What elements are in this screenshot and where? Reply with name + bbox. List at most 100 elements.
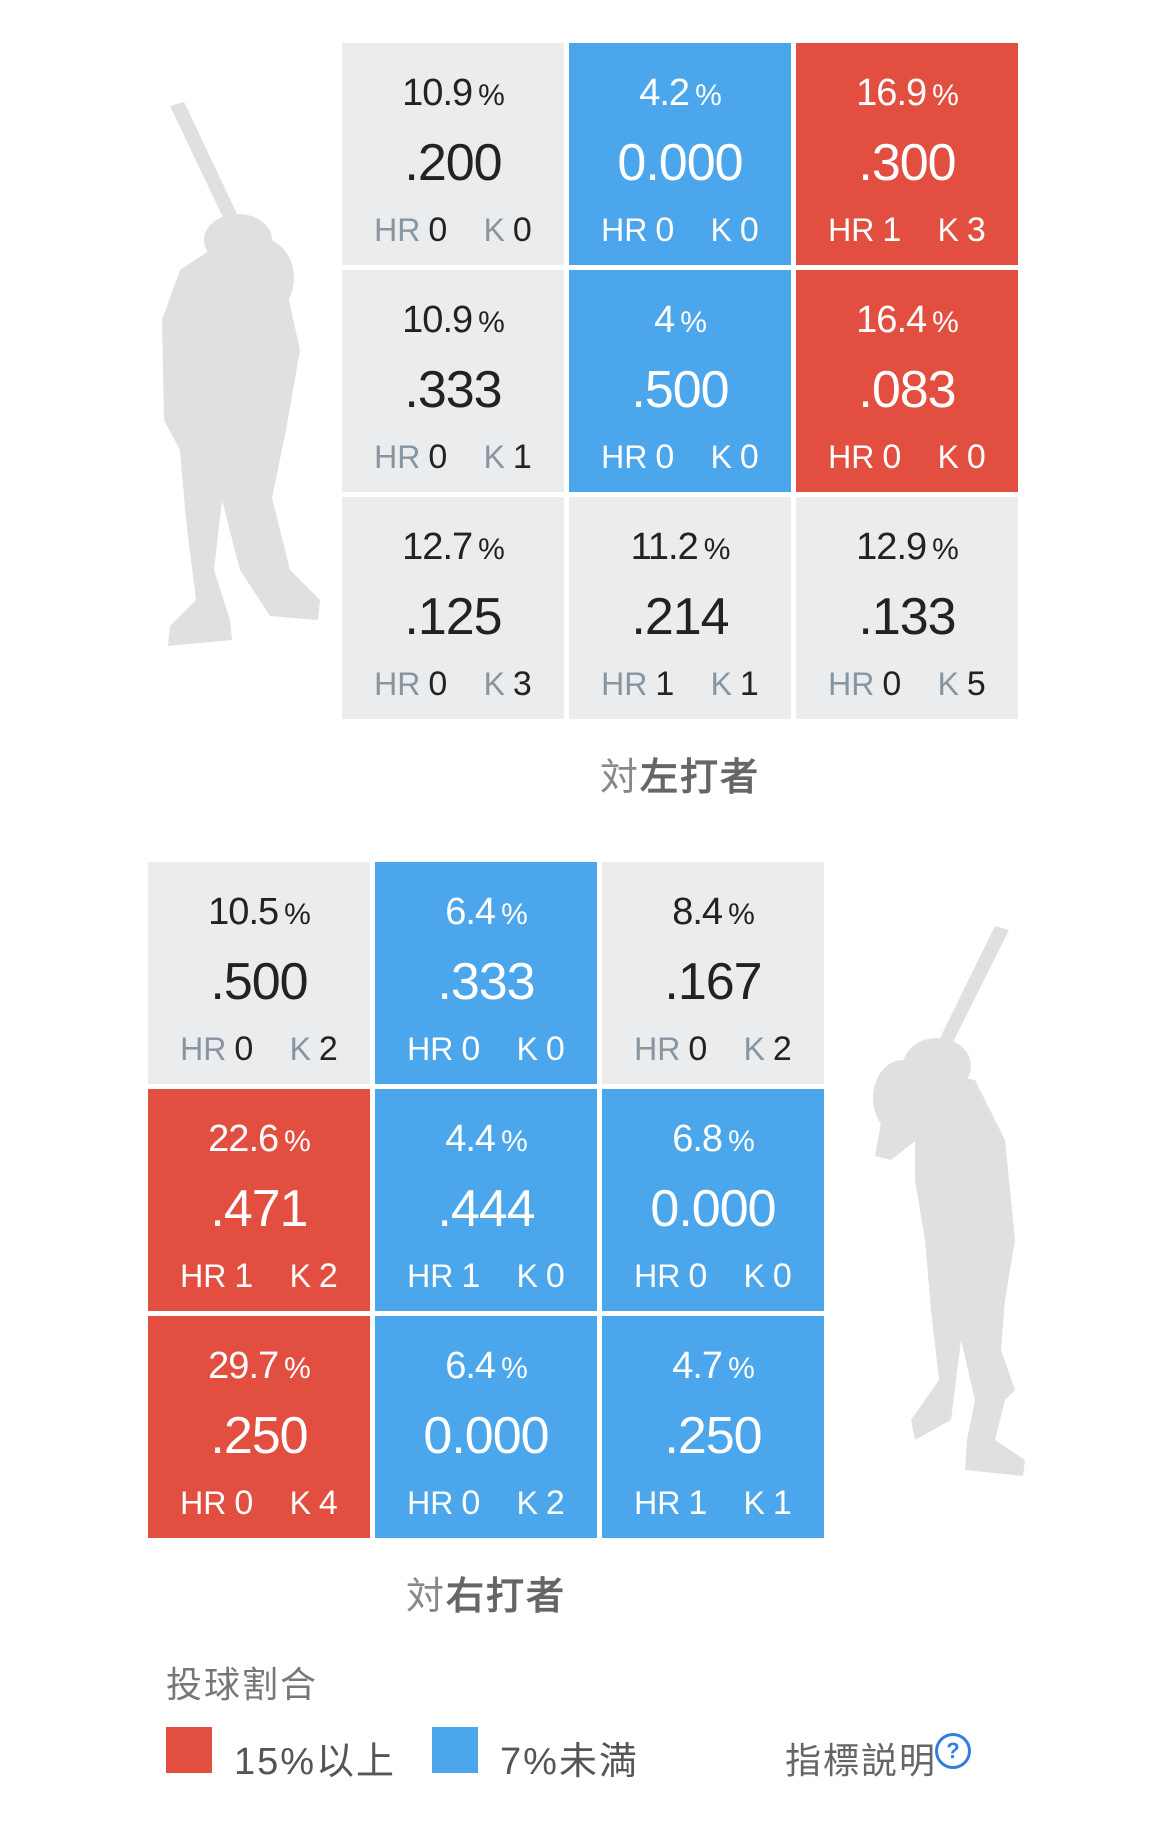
right-batter-zone-grid: 10.5% .500 HR 0 K 2 6.4% .333 HR 0 K 0 8.4% .167 HR 0 K 2… bbox=[148, 862, 824, 1538]
zone-stats: HR 0 K 2 bbox=[148, 1030, 370, 1068]
home-run-stat: HR 0 bbox=[374, 438, 448, 476]
home-run-stat: HR 0 bbox=[601, 438, 675, 476]
pitch-ratio: 6.4% bbox=[445, 1345, 528, 1387]
left-batter-caption: 対左打者 bbox=[600, 757, 761, 799]
zone-stats: HR 0 K 3 bbox=[342, 665, 564, 703]
home-run-stat: HR 1 bbox=[601, 665, 675, 703]
zone-cell: 16.4% .083 HR 0 K 0 bbox=[796, 270, 1018, 492]
zone-cell: 4.7% .250 HR 1 K 1 bbox=[602, 1316, 824, 1538]
zone-cell: 10.9% .333 HR 0 K 1 bbox=[342, 270, 564, 492]
pitch-ratio: 4.7% bbox=[672, 1345, 755, 1387]
home-run-stat: HR 0 bbox=[634, 1257, 708, 1295]
pitch-ratio: 4.2% bbox=[639, 72, 722, 114]
zone-cell: 6.4% .333 HR 0 K 0 bbox=[375, 862, 597, 1084]
pitch-ratio: 10.9% bbox=[402, 72, 505, 114]
zone-cell: 10.9% .200 HR 0 K 0 bbox=[342, 43, 564, 265]
home-run-stat: HR 0 bbox=[634, 1030, 708, 1068]
pitch-ratio: 12.9% bbox=[856, 526, 959, 568]
zone-cell: 11.2% .214 HR 1 K 1 bbox=[569, 497, 791, 719]
pitch-ratio: 16.4% bbox=[856, 299, 959, 341]
zone-stats: HR 1 K 1 bbox=[569, 665, 791, 703]
zone-stats: HR 0 K 0 bbox=[342, 211, 564, 249]
legend-low-label: 7%未満 bbox=[500, 1741, 639, 1783]
zone-stats: HR 1 K 0 bbox=[375, 1257, 597, 1295]
batting-average: .167 bbox=[664, 953, 762, 1011]
zone-stats: HR 0 K 2 bbox=[375, 1484, 597, 1522]
batting-average: .500 bbox=[631, 361, 729, 419]
home-run-stat: HR 0 bbox=[180, 1484, 254, 1522]
zone-cell: 4.2% 0.000 HR 0 K 0 bbox=[569, 43, 791, 265]
pitch-ratio: 6.8% bbox=[672, 1118, 755, 1160]
left-batter-silhouette-icon bbox=[162, 102, 320, 646]
pitch-ratio: 29.7% bbox=[208, 1345, 311, 1387]
pitch-ratio: 6.4% bbox=[445, 891, 528, 933]
legend-high-label: 15%以上 bbox=[234, 1741, 397, 1783]
home-run-stat: HR 0 bbox=[828, 665, 902, 703]
question-circle-icon[interactable]: ? bbox=[935, 1733, 971, 1769]
right-batter-silhouette-icon bbox=[873, 926, 1025, 1476]
legend-high-swatch bbox=[166, 1727, 212, 1773]
home-run-stat: HR 0 bbox=[407, 1484, 481, 1522]
batting-average: .125 bbox=[404, 588, 502, 646]
zone-stats: HR 0 K 2 bbox=[602, 1030, 824, 1068]
zone-cell: 8.4% .167 HR 0 K 2 bbox=[602, 862, 824, 1084]
batting-average: .500 bbox=[210, 953, 308, 1011]
home-run-stat: HR 0 bbox=[601, 211, 675, 249]
batting-average: .333 bbox=[437, 953, 535, 1011]
zone-stats: HR 1 K 3 bbox=[796, 211, 1018, 249]
home-run-stat: HR 0 bbox=[828, 438, 902, 476]
batting-average: .333 bbox=[404, 361, 502, 419]
zone-cell: 12.7% .125 HR 0 K 3 bbox=[342, 497, 564, 719]
zone-stats: HR 0 K 0 bbox=[375, 1030, 597, 1068]
zone-stats: HR 0 K 1 bbox=[342, 438, 564, 476]
batting-average: .250 bbox=[664, 1407, 762, 1465]
zone-cell: 29.7% .250 HR 0 K 4 bbox=[148, 1316, 370, 1538]
zone-stats: HR 0 K 0 bbox=[796, 438, 1018, 476]
batting-average: .471 bbox=[210, 1180, 308, 1238]
batting-average: 0.000 bbox=[423, 1407, 549, 1465]
home-run-stat: HR 1 bbox=[634, 1484, 708, 1522]
legend-title: 投球割合 bbox=[166, 1664, 319, 1705]
zone-stats: HR 1 K 2 bbox=[148, 1257, 370, 1295]
home-run-stat: HR 0 bbox=[407, 1030, 481, 1068]
pitch-ratio: 11.2% bbox=[630, 526, 731, 568]
batting-average: 0.000 bbox=[617, 134, 743, 192]
batting-average: .444 bbox=[437, 1180, 535, 1238]
zone-stats: HR 0 K 0 bbox=[569, 438, 791, 476]
home-run-stat: HR 1 bbox=[180, 1257, 254, 1295]
zone-stats: HR 0 K 5 bbox=[796, 665, 1018, 703]
pitch-ratio: 16.9% bbox=[856, 72, 959, 114]
zone-stats: HR 1 K 1 bbox=[602, 1484, 824, 1522]
home-run-stat: HR 1 bbox=[828, 211, 902, 249]
batting-average: .214 bbox=[631, 588, 729, 646]
pitch-ratio: 10.5% bbox=[208, 891, 311, 933]
batting-average: .300 bbox=[858, 134, 956, 192]
zone-cell: 12.9% .133 HR 0 K 5 bbox=[796, 497, 1018, 719]
home-run-stat: HR 0 bbox=[374, 665, 448, 703]
pitch-ratio: 8.4% bbox=[672, 891, 755, 933]
batting-average: 0.000 bbox=[650, 1180, 776, 1238]
metric-explanation-link[interactable]: 指標説明 bbox=[785, 1740, 938, 1781]
pitch-ratio: 10.9% bbox=[402, 299, 505, 341]
batting-average: .250 bbox=[210, 1407, 308, 1465]
batting-average: .200 bbox=[404, 134, 502, 192]
zone-cell: 16.9% .300 HR 1 K 3 bbox=[796, 43, 1018, 265]
zone-stats: HR 0 K 0 bbox=[602, 1257, 824, 1295]
zone-cell: 6.8% 0.000 HR 0 K 0 bbox=[602, 1089, 824, 1311]
